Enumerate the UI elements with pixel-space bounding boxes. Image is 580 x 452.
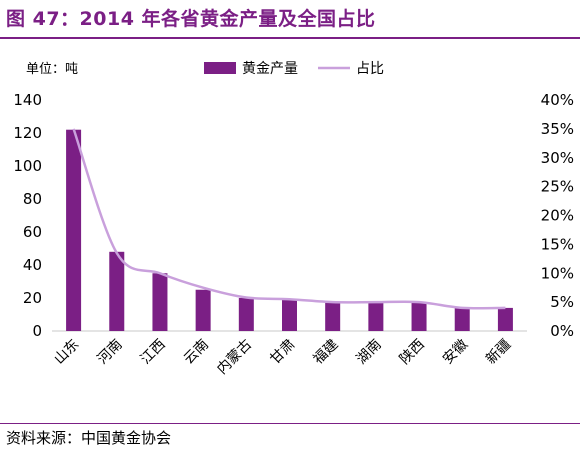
unit-label: 单位：吨 bbox=[26, 62, 78, 77]
left-tick-label: 80 bbox=[23, 190, 42, 208]
bar bbox=[325, 302, 341, 331]
left-tick-label: 140 bbox=[13, 91, 42, 109]
bar bbox=[454, 307, 470, 331]
bar bbox=[66, 129, 82, 331]
right-tick-label: 20% bbox=[541, 207, 574, 225]
share-line bbox=[72, 128, 506, 310]
right-tick-label: 15% bbox=[541, 235, 574, 253]
bar bbox=[152, 273, 168, 331]
right-axis: 0% 5% 10% 15% 20% 25% 30% 35% 40% bbox=[541, 91, 574, 340]
chart: 0 20 40 60 80 100 120 140 0% 5% 10% 15% 20% 25% 30% 35… bbox=[13, 60, 574, 378]
category-label: 安徽 bbox=[440, 337, 471, 368]
right-tick-label: 5% bbox=[550, 293, 574, 311]
right-tick-label: 0% bbox=[550, 322, 574, 340]
category-labels: 山东 河南 江西 云南 内蒙古 甘肃 福建 湖南 陕西 安徽 新疆 bbox=[51, 337, 514, 378]
left-tick-label: 20 bbox=[23, 289, 42, 307]
category-label: 河南 bbox=[94, 337, 125, 368]
legend: 黄金产量 占比 bbox=[204, 60, 384, 77]
legend-bar-swatch bbox=[204, 62, 236, 74]
right-tick-label: 35% bbox=[541, 120, 574, 138]
legend-line-label: 占比 bbox=[356, 61, 384, 77]
bar bbox=[109, 251, 125, 331]
source-divider bbox=[0, 423, 580, 424]
category-label: 福建 bbox=[310, 337, 341, 368]
bar bbox=[195, 289, 211, 331]
bar bbox=[282, 299, 297, 331]
right-tick-label: 25% bbox=[541, 178, 574, 196]
category-label: 内蒙古 bbox=[214, 337, 255, 378]
category-label: 新疆 bbox=[483, 337, 514, 368]
bar bbox=[497, 307, 513, 331]
left-tick-label: 40 bbox=[23, 256, 42, 274]
left-axis: 0 20 40 60 80 100 120 140 bbox=[13, 91, 42, 340]
right-tick-label: 10% bbox=[541, 264, 574, 282]
left-tick-label: 60 bbox=[23, 223, 42, 241]
right-tick-label: 30% bbox=[541, 149, 574, 167]
bar bbox=[411, 302, 427, 331]
bar-series bbox=[66, 129, 513, 331]
bar bbox=[368, 302, 384, 331]
bar bbox=[238, 298, 254, 331]
category-label: 陕西 bbox=[397, 337, 428, 368]
category-label: 云南 bbox=[181, 337, 212, 368]
title-bar: 图 47：2014 年各省黄金产量及全国占比 bbox=[0, 0, 580, 36]
category-label: 山东 bbox=[51, 337, 82, 368]
left-tick-label: 100 bbox=[13, 157, 42, 175]
title-divider bbox=[0, 37, 580, 39]
page-title: 图 47：2014 年各省黄金产量及全国占比 bbox=[6, 8, 376, 30]
right-tick-label: 40% bbox=[541, 91, 574, 109]
category-label: 江西 bbox=[138, 337, 169, 368]
line-series bbox=[72, 128, 506, 310]
source-note: 资料来源：中国黄金协会 bbox=[6, 429, 172, 447]
legend-bar-label: 黄金产量 bbox=[242, 60, 298, 77]
category-label: 甘肃 bbox=[267, 337, 298, 368]
left-tick-label: 120 bbox=[13, 124, 42, 142]
left-tick-label: 0 bbox=[32, 322, 42, 340]
category-label: 湖南 bbox=[354, 337, 385, 368]
